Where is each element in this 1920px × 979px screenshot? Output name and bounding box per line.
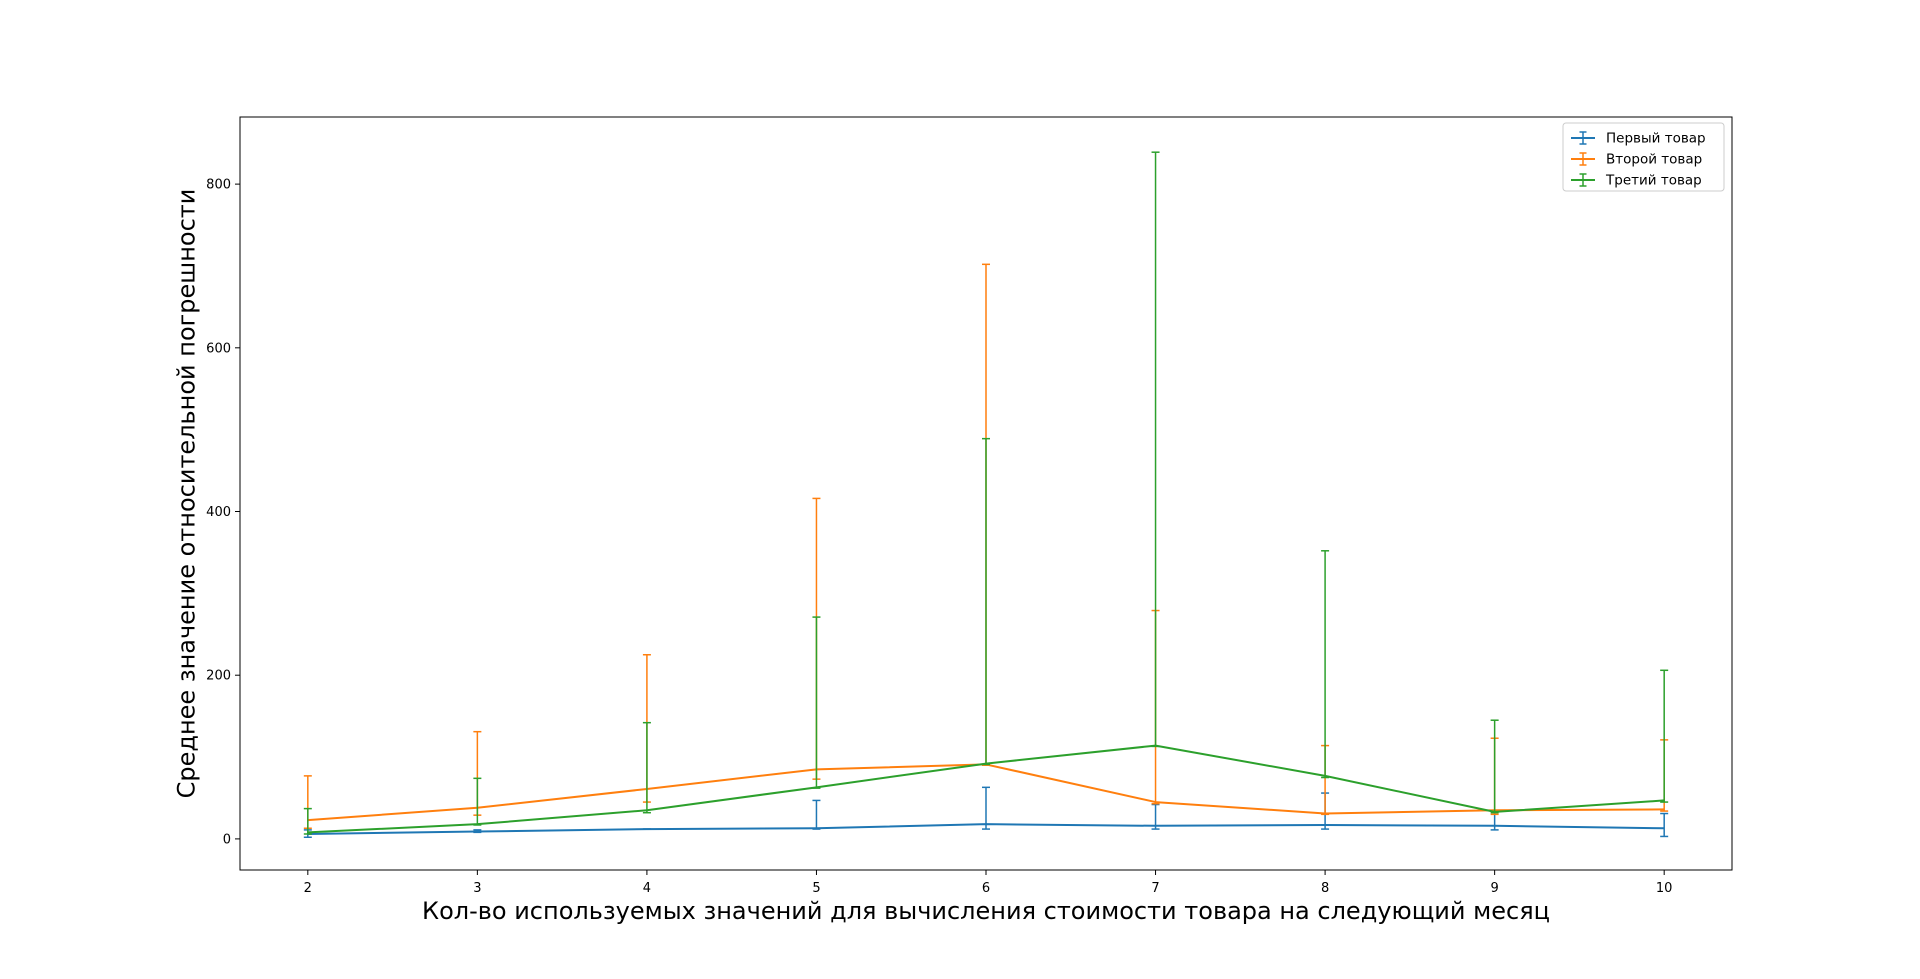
legend-box xyxy=(1562,122,1725,192)
legend-item: Первый товар xyxy=(1571,131,1706,147)
legend-label: Первый товар xyxy=(1606,131,1706,147)
y-tick-label: 600 xyxy=(206,341,231,356)
x-tick-label: 8 xyxy=(1321,881,1329,896)
legend: Первый товар Второй товар Третий товар xyxy=(1562,122,1725,192)
series-line xyxy=(307,744,1665,834)
legend-label: Второй товар xyxy=(1606,152,1702,168)
x-axis-label: Кол-во используемых значений для вычисле… xyxy=(422,897,1550,925)
x-tick-label: 5 xyxy=(812,881,820,896)
series-3 xyxy=(303,151,1669,835)
y-tick-label: 200 xyxy=(206,669,231,684)
y-tick-label: 0 xyxy=(223,832,231,847)
x-tick-label: 10 xyxy=(1656,881,1673,896)
series-layer xyxy=(303,151,1669,839)
x-tick-label: 6 xyxy=(982,881,990,896)
x-tick-label: 3 xyxy=(473,881,481,896)
x-tick-label: 4 xyxy=(643,881,651,896)
x-tick-label: 7 xyxy=(1151,881,1159,896)
series-line xyxy=(307,823,1665,835)
series-1 xyxy=(303,786,1669,839)
y-axis-label: Среднее значение относительной погрешнос… xyxy=(172,189,200,799)
x-tick-label: 2 xyxy=(304,881,312,896)
x-tick-label: 9 xyxy=(1490,881,1498,896)
legend-item: Третий товар xyxy=(1571,173,1702,189)
legend-item: Второй товар xyxy=(1571,152,1702,168)
axes-layer: 2 3 4 5 6 7 8 9 10 0 200 400 600 800 xyxy=(206,116,1733,896)
y-tick-label: 400 xyxy=(206,505,231,520)
y-tick-label: 800 xyxy=(206,178,231,193)
legend-label: Третий товар xyxy=(1605,173,1702,189)
